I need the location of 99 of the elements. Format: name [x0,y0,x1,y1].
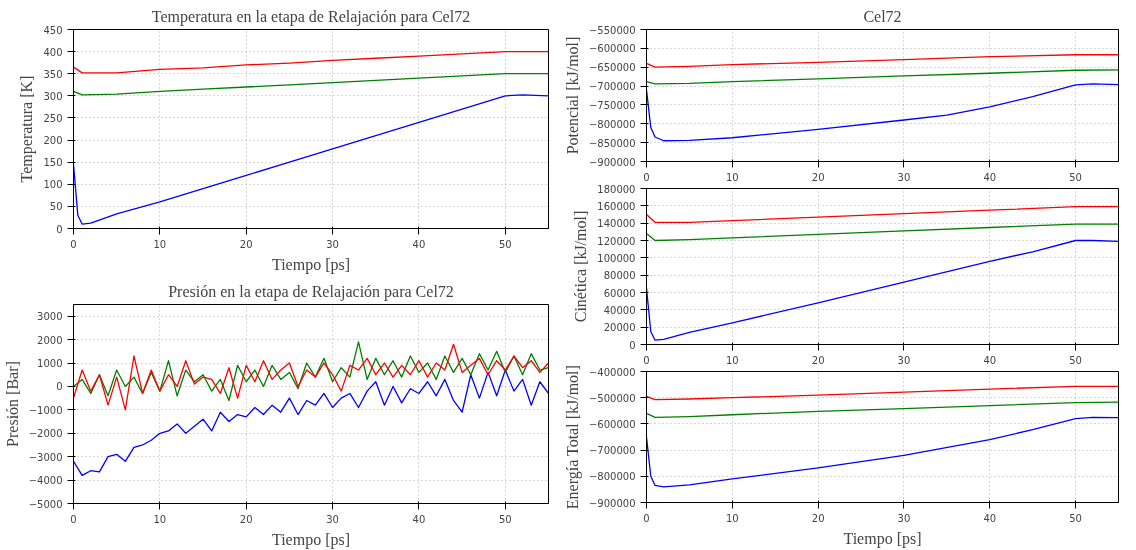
y-tick-label: 300 [43,90,63,102]
x-tick-label: 0 [643,354,650,366]
y-tick-label: −900000 [588,156,636,168]
y-tick-label: 1000 [37,358,63,370]
y-tick-label: −750000 [588,99,636,111]
x-tick-label: 50 [1069,512,1082,524]
x-tick-label: 30 [326,238,339,250]
y-tick-label: 0 [56,223,63,235]
y-tick-label: −500000 [588,392,636,404]
y-tick-label: 150 [43,157,63,169]
x-tick-label: 40 [412,238,426,250]
x-tick-label: 20 [239,238,253,250]
y-axis-title: Cinética [kJ/mol] [572,210,590,323]
line-series [646,206,1119,223]
x-tick-label: 10 [153,238,167,250]
y-tick-label: −3000 [28,451,63,463]
x-tick-label: 20 [239,513,253,525]
y-tick-label: 3000 [37,311,63,323]
line-series [646,385,1119,401]
line-series [73,50,549,74]
line-series [646,54,1119,68]
y-tick-label: 450 [43,24,63,36]
y-tick-label: −800000 [588,471,636,483]
x-tick-label: 30 [897,171,911,183]
x-tick-label: 0 [643,171,650,183]
x-axis-title: Tiempo [ps] [271,255,351,274]
chart-title: Cel72 [863,7,902,25]
y-tick-label: −800000 [588,118,636,130]
y-tick-label: 2000 [37,334,63,346]
line-series [73,343,549,411]
y-tick-label: 80000 [603,270,636,282]
y-axis-title: Energía Total [kJ/mol] [563,365,582,510]
x-tick-label: 0 [70,238,77,250]
x-tick-label: 40 [983,171,997,183]
x-tick-label: 30 [897,354,911,366]
y-tick-label: 100 [43,179,63,191]
y-tick-label: −650000 [588,62,636,74]
y-tick-label: 200 [43,135,63,147]
y-tick-label: −550000 [588,24,636,36]
y-tick-label: −4000 [28,475,63,487]
y-tick-label: 250 [43,112,63,124]
y-tick-label: −2000 [28,428,63,440]
x-tick-label: 30 [326,513,339,525]
line-series [646,416,1119,488]
x-tick-label: 50 [498,238,512,250]
x-tick-label: 10 [153,513,167,525]
x-tick-label: 40 [983,512,997,524]
chart-title: Temperatura en la etapa de Relajación para Cel72 [151,7,471,26]
y-tick-label: 400 [43,46,63,58]
y-tick-label: −600000 [588,43,636,55]
x-tick-label: 30 [897,512,911,524]
y-tick-label: 0 [56,381,63,393]
x-tick-label: 20 [811,171,825,183]
x-tick-label: 0 [70,513,77,525]
chart-title: Presión en la etapa de Relajación para Cel72 [168,282,454,301]
x-tick-label: 40 [412,513,426,525]
y-tick-label: −700000 [588,445,636,457]
x-tick-label: 10 [725,171,739,183]
y-tick-label: 50 [49,201,63,213]
x-tick-label: 50 [498,513,512,525]
y-tick-label: 140000 [597,218,636,230]
y-tick-label: −1000 [28,404,63,416]
y-tick-label: 160000 [597,200,636,212]
x-tick-label: 50 [1069,354,1082,366]
y-tick-label: 350 [43,68,63,80]
x-tick-label: 40 [983,354,997,366]
x-tick-label: 0 [643,512,650,524]
y-tick-label: −600000 [588,418,636,430]
y-tick-label: 60000 [603,287,636,299]
y-tick-label: 100000 [597,252,636,264]
x-axis-title: Tiempo [ps] [271,530,351,549]
x-tick-label: 20 [811,512,825,524]
y-tick-label: 0 [629,339,636,351]
line-series [73,369,549,477]
y-axis-title: Potencial [kJ/mol] [563,36,581,155]
y-tick-label: −5000 [28,498,63,510]
x-tick-label: 50 [1069,171,1082,183]
line-series [646,83,1119,142]
y-axis-title: Temperatura [K] [18,75,37,183]
x-tick-label: 10 [725,354,739,366]
line-series [646,223,1119,242]
line-series [646,401,1119,418]
line-series [646,69,1119,85]
y-axis-title: Presión [Bar] [3,361,21,447]
y-tick-label: 40000 [603,304,636,316]
y-tick-label: −700000 [588,81,636,93]
line-series [73,341,549,402]
line-series [73,73,549,96]
y-tick-label: −400000 [588,366,636,378]
y-tick-label: −900000 [588,497,636,509]
line-series [73,94,549,225]
x-tick-label: 20 [811,354,825,366]
y-tick-label: −850000 [588,137,636,149]
x-tick-label: 10 [725,512,739,524]
x-axis-title: Tiempo [ps] [843,529,922,548]
y-tick-label: 120000 [597,235,636,247]
y-tick-label: 20000 [603,322,636,334]
y-tick-label: 180000 [597,183,636,195]
line-series [646,239,1119,341]
